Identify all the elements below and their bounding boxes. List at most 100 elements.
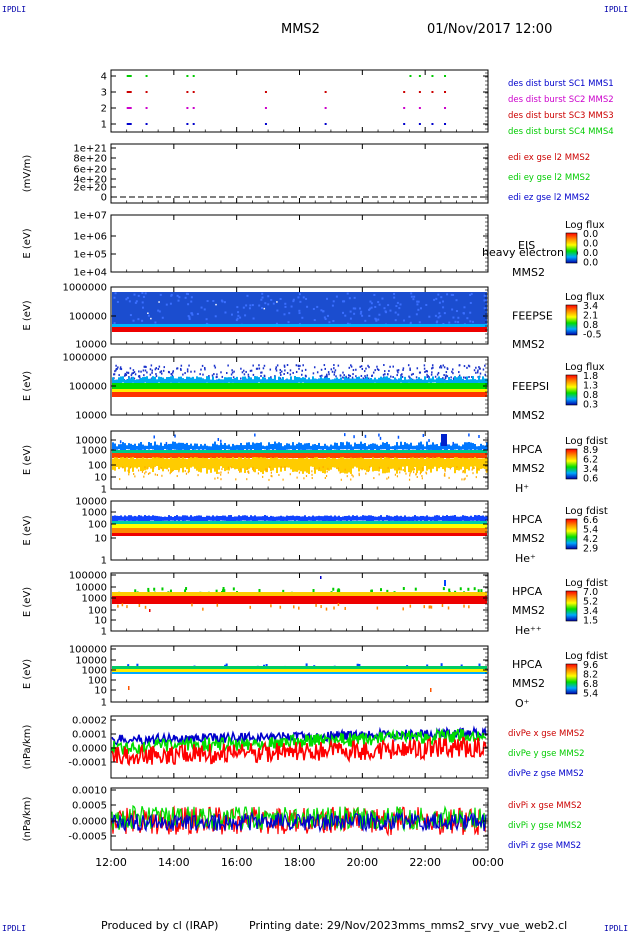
hpca-hepp-yellow-band bbox=[112, 592, 487, 596]
feepsi-red-band bbox=[112, 392, 487, 397]
panel-label: MMS2 bbox=[512, 604, 545, 617]
y-axis-label: E (eV) bbox=[22, 445, 33, 475]
y-tick-label: 1e+06 bbox=[73, 232, 107, 243]
burst-marker bbox=[409, 75, 412, 77]
burst-series bbox=[126, 75, 447, 77]
burst-series bbox=[126, 107, 447, 109]
burst-marker bbox=[403, 91, 406, 93]
burst-marker bbox=[324, 107, 327, 109]
colorbar-tick-label: 0.6 bbox=[583, 474, 598, 485]
colorbar-scale bbox=[565, 590, 578, 622]
colorbar-title: Log fdist bbox=[565, 506, 608, 517]
burst-marker bbox=[264, 123, 267, 125]
y-tick-label: 2e+20 bbox=[73, 183, 107, 194]
y-tick-label: 0.0001 bbox=[72, 730, 107, 741]
hpca-h-blue-burst bbox=[441, 434, 447, 446]
burst-marker bbox=[126, 123, 132, 125]
colorbar-title: Log fdist bbox=[565, 436, 608, 447]
hpca-hepp-red-speck bbox=[149, 609, 151, 612]
panel-label: H⁺ bbox=[515, 482, 529, 495]
colorbar-title: Log fdist bbox=[565, 578, 608, 589]
burst-marker bbox=[186, 107, 189, 109]
y-tick-label: -0.0005 bbox=[68, 832, 107, 843]
panel-label: heavy electron to bbox=[482, 246, 579, 259]
y-axis: 1000000 100000 10000 bbox=[62, 283, 488, 351]
y-tick-label: -0.0001 bbox=[68, 758, 107, 769]
colorbar-tick-label: 5.2 bbox=[583, 597, 598, 608]
x-tick-label: 22:00 bbox=[409, 856, 441, 869]
colorbar-tick-label: 0.0 bbox=[583, 239, 598, 250]
y-axis: 1e+07 1e+06 1e+05 1e+04 bbox=[73, 211, 488, 279]
hpca-h-red-band bbox=[112, 453, 487, 458]
colorbar-title: Log flux bbox=[565, 362, 605, 373]
spacecraft-title: MMS2 bbox=[281, 22, 320, 37]
panel-label: O⁺ bbox=[515, 697, 530, 710]
footer-produced: Produced by cl (IRAP) bbox=[101, 919, 219, 932]
y-axis-label: (mV/m) bbox=[22, 155, 33, 193]
y-axis: 0.0010 0.0005 0.0000 -0.0005 bbox=[68, 786, 488, 848]
colorbar-tick-label: 8.2 bbox=[583, 670, 598, 681]
burst-marker bbox=[192, 75, 195, 77]
y-tick-label: 0.0002 bbox=[72, 716, 107, 727]
panel-frame bbox=[110, 143, 489, 204]
colorbar-title: Log flux bbox=[565, 292, 605, 303]
legend-entry: divPi y gse MMS2 bbox=[508, 821, 582, 831]
feepse-cyan-band bbox=[112, 324, 487, 328]
colorbar-tick-label: 7.0 bbox=[583, 587, 598, 598]
burst-marker bbox=[444, 91, 447, 93]
y-tick-label: 1e+21 bbox=[73, 144, 107, 155]
y-tick-label: 100000 bbox=[69, 312, 107, 323]
divpe-z-trace bbox=[111, 725, 487, 747]
burst-marker bbox=[431, 75, 434, 77]
y-tick-label: 1000000 bbox=[62, 353, 107, 364]
panel-labels: HPCA MMS2 He⁺ bbox=[512, 513, 545, 565]
burst-marker bbox=[324, 91, 327, 93]
y-tick-label: 0.0000 bbox=[72, 817, 107, 828]
y-tick-label: 1000000 bbox=[62, 283, 107, 294]
legend-entry: edi ez gse l2 MMS2 bbox=[508, 193, 590, 203]
x-tick-label: 14:00 bbox=[158, 856, 190, 869]
legend-entry: edi ey gse l2 MMS2 bbox=[508, 173, 590, 183]
panel-label: MMS2 bbox=[512, 677, 545, 690]
x-tick-label: 16:00 bbox=[221, 856, 253, 869]
feepse-speckle bbox=[113, 292, 487, 330]
burst-series bbox=[126, 91, 447, 93]
colorbar-tick-label: 2.9 bbox=[583, 544, 598, 555]
burst-marker bbox=[418, 91, 421, 93]
corner-label-bottom-left: IPDLI bbox=[2, 924, 27, 933]
panel-labels: FEEPSI MMS2 bbox=[512, 380, 549, 422]
legend: divPe x gse MMS2 divPe y gse MMS2 divPe z … bbox=[508, 729, 585, 779]
colorbar-title: Log flux bbox=[565, 220, 605, 231]
burst-marker bbox=[403, 107, 406, 109]
y-tick-label: 1e+04 bbox=[73, 268, 107, 279]
corner-label-top-right: IPDLI bbox=[604, 5, 629, 14]
feepsi-green-band bbox=[112, 383, 487, 390]
legend-entry: des dist burst SC2 MMS2 bbox=[508, 95, 614, 105]
y-tick-label: 0 bbox=[101, 193, 107, 204]
burst-marker bbox=[192, 123, 195, 125]
legend: divPi x gse MMS2 divPi y gse MMS2 divPi z … bbox=[508, 801, 582, 851]
y-tick-label: 10 bbox=[94, 473, 107, 484]
divpi-z-trace bbox=[111, 810, 487, 834]
y-tick-label: 100 bbox=[88, 606, 107, 617]
panel-label: MMS2 bbox=[512, 532, 545, 545]
divpe-y-trace bbox=[111, 728, 487, 755]
y-tick-label: 10 bbox=[94, 616, 107, 627]
hpca-h-green-band bbox=[112, 450, 487, 454]
divpi-y-trace bbox=[111, 804, 487, 833]
colorbar-tick-label: 5.4 bbox=[583, 689, 598, 700]
panel-label: HPCA bbox=[512, 658, 543, 671]
hpca-o-orange-speck-2 bbox=[430, 688, 432, 692]
panel-labels: HPCA MMS2 O⁺ bbox=[512, 658, 545, 710]
colorbar-tick-label: -0.5 bbox=[583, 330, 602, 341]
burst-series bbox=[126, 123, 447, 125]
colorbar-tick-label: 9.6 bbox=[583, 660, 598, 671]
colorbar-tick-label: 2.1 bbox=[583, 311, 598, 322]
date-title: 01/Nov/2017 12:00 bbox=[427, 22, 553, 37]
colorbar-tick-label: 6.6 bbox=[583, 515, 598, 526]
